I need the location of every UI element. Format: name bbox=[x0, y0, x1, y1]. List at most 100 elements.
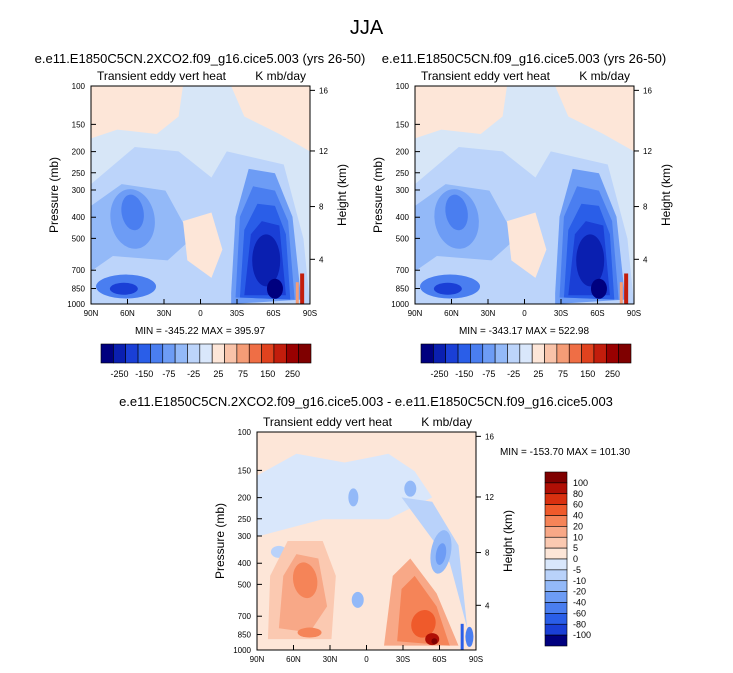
colorbar-swatch bbox=[298, 343, 312, 364]
x-tick-label: 60S bbox=[266, 309, 280, 318]
contour-level bbox=[460, 623, 464, 650]
colorbar-swatch bbox=[470, 343, 484, 364]
colorbar-swatch bbox=[544, 591, 568, 603]
min-max-stats: MIN = -343.17 MAX = 522.98 bbox=[459, 326, 590, 337]
colorbar-swatch bbox=[100, 343, 114, 364]
y-tick-label: 200 bbox=[238, 494, 252, 503]
y-tick-label: 1000 bbox=[233, 646, 251, 655]
colorbar-swatch bbox=[593, 343, 607, 364]
panel-title: e.e11.E1850C5CN.f09_g16.cice5.003 (yrs 2… bbox=[382, 51, 667, 66]
contour-level bbox=[465, 626, 474, 647]
colorbar-swatch bbox=[544, 623, 568, 636]
contour-level bbox=[121, 194, 144, 231]
colorbar-swatch bbox=[261, 343, 275, 364]
contour-field bbox=[257, 432, 476, 650]
y-tick-label: 200 bbox=[396, 148, 410, 157]
warm-region-south bbox=[555, 86, 634, 152]
colorbar-swatch bbox=[544, 569, 568, 582]
x-tick-label: 30N bbox=[157, 309, 172, 318]
height-axis-label: Height (km) bbox=[659, 164, 673, 226]
colorbar-label: 10 bbox=[573, 532, 583, 542]
colorbar-label: 0 bbox=[573, 554, 578, 564]
colorbar-swatch bbox=[150, 343, 164, 364]
colorbar-label: 5 bbox=[573, 543, 578, 553]
panel-left-label: Transient eddy vert heat bbox=[97, 69, 227, 83]
colorbar-swatch bbox=[162, 343, 176, 364]
y-tick-label: 300 bbox=[72, 186, 86, 195]
contour-level bbox=[624, 273, 629, 304]
colorbar-swatch bbox=[544, 613, 568, 625]
x-tick-label: 60N bbox=[444, 309, 459, 318]
colorbar-swatch bbox=[544, 471, 568, 484]
colorbar-swatch bbox=[494, 343, 508, 364]
y-tick-label: 1000 bbox=[67, 300, 85, 309]
height-tick-label: 8 bbox=[643, 203, 648, 212]
colorbar-swatch bbox=[531, 343, 545, 364]
y-axis-label: Pressure (mb) bbox=[213, 503, 227, 579]
x-tick-label: 90N bbox=[408, 309, 423, 318]
colorbar-label: 75 bbox=[558, 369, 568, 379]
height-tick-label: 4 bbox=[485, 601, 490, 610]
colorbar-label: 250 bbox=[605, 369, 620, 379]
contour-field bbox=[415, 86, 634, 304]
colorbar-label: -80 bbox=[573, 619, 586, 629]
colorbar-swatch bbox=[544, 602, 568, 614]
colorbar-label: -40 bbox=[573, 598, 586, 608]
colorbar-label: 40 bbox=[573, 511, 583, 521]
colorbar-swatch bbox=[445, 343, 459, 364]
y-tick-label: 250 bbox=[396, 169, 410, 178]
contour-level bbox=[401, 497, 468, 629]
colorbar-swatch bbox=[125, 343, 139, 364]
contour-level bbox=[266, 278, 283, 299]
colorbar-swatch bbox=[482, 343, 496, 364]
colorbar-swatch bbox=[224, 343, 238, 364]
y-tick-label: 100 bbox=[238, 428, 252, 437]
y-axis-label: Pressure (mb) bbox=[47, 157, 61, 233]
y-tick-label: 500 bbox=[72, 234, 86, 243]
colorbar-swatch bbox=[568, 343, 582, 364]
colorbar-swatch bbox=[544, 482, 568, 495]
colorbar-label: -100 bbox=[573, 630, 591, 640]
y-tick-label: 1000 bbox=[391, 300, 409, 309]
colorbar-swatch bbox=[273, 343, 287, 364]
height-axis-label: Height (km) bbox=[501, 510, 515, 572]
colorbar-swatch bbox=[544, 558, 568, 571]
warm-pocket bbox=[506, 212, 547, 278]
contour-level bbox=[404, 480, 417, 497]
colorbar-label: -60 bbox=[573, 608, 586, 618]
contour-level bbox=[576, 234, 605, 287]
y-tick-label: 400 bbox=[72, 213, 86, 222]
y-tick-label: 300 bbox=[238, 532, 252, 541]
colorbar-swatch bbox=[544, 634, 568, 647]
colorbar-swatch bbox=[605, 343, 619, 364]
height-tick-label: 16 bbox=[319, 86, 328, 95]
y-tick-label: 700 bbox=[396, 266, 410, 275]
height-tick-label: 12 bbox=[485, 493, 494, 502]
contour-level bbox=[351, 591, 364, 608]
height-tick-label: 8 bbox=[319, 203, 324, 212]
colorbar-label: -25 bbox=[187, 369, 200, 379]
y-axis-label: Pressure (mb) bbox=[371, 157, 385, 233]
y-tick-label: 250 bbox=[238, 515, 252, 524]
colorbar-label: -75 bbox=[162, 369, 175, 379]
colorbar-swatch bbox=[544, 504, 568, 516]
y-tick-label: 850 bbox=[238, 631, 252, 640]
colorbar-label: -25 bbox=[507, 369, 520, 379]
colorbar-swatch bbox=[137, 343, 151, 364]
colorbar-label: -150 bbox=[135, 369, 153, 379]
colorbar-swatch bbox=[236, 343, 250, 364]
height-tick-label: 12 bbox=[319, 147, 328, 156]
colorbar-swatch bbox=[211, 343, 225, 364]
x-tick-label: 90S bbox=[627, 309, 641, 318]
colorbar-swatch bbox=[507, 343, 521, 364]
x-tick-label: 30N bbox=[323, 655, 338, 664]
contour-level bbox=[435, 543, 447, 565]
x-tick-label: 90S bbox=[469, 655, 483, 664]
colorbar-swatch bbox=[544, 343, 558, 364]
y-tick-label: 500 bbox=[238, 580, 252, 589]
y-tick-label: 400 bbox=[238, 559, 252, 568]
contour-level bbox=[348, 488, 359, 507]
y-tick-label: 700 bbox=[72, 266, 86, 275]
panel-right-label: K mb/day bbox=[255, 69, 306, 83]
colorbar-swatch bbox=[618, 343, 632, 364]
